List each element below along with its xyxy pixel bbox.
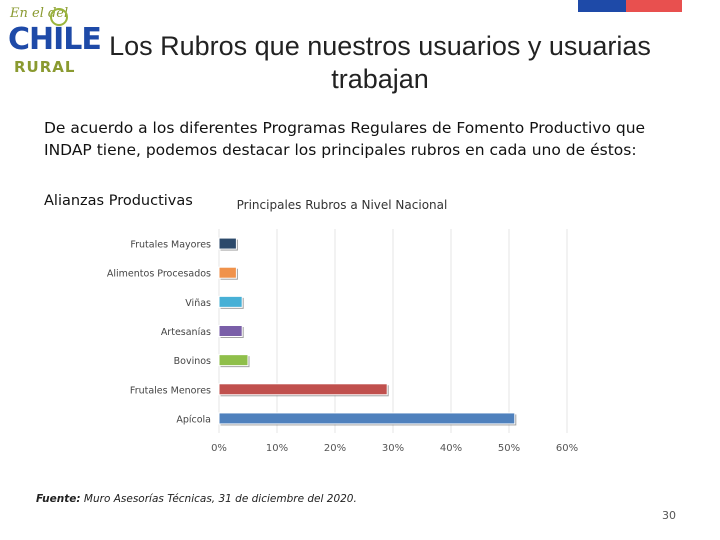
footnote-label: Fuente:: [36, 493, 81, 505]
source-footnote: Fuente: Muro Asesorías Técnicas, 31 de d…: [36, 493, 357, 505]
x-tick-label: 0%: [211, 443, 227, 454]
x-tick-label: 60%: [556, 443, 578, 454]
category-label: Frutales Mayores: [130, 240, 211, 251]
x-tick-label: 20%: [324, 443, 346, 454]
logo-heart-icon: [50, 8, 68, 26]
flag-red-stripe: [626, 0, 682, 12]
flag-blue-stripe: [578, 0, 626, 12]
x-tick-label: 10%: [266, 443, 288, 454]
chile-rural-logo: En el del CHILE RURAL: [6, 4, 102, 82]
logo-chile-text: CHILE: [8, 22, 102, 57]
footnote-text: Muro Asesorías Técnicas, 31 de diciembre…: [80, 493, 357, 505]
x-tick-label: 50%: [498, 443, 520, 454]
category-label: Bovinos: [174, 356, 211, 367]
bar-viñas: [218, 295, 243, 308]
logo-rural-text: RURAL: [14, 58, 76, 76]
intro-paragraph: De acuerdo a los diferentes Programas Re…: [44, 119, 646, 159]
category-label: Frutales Menores: [130, 385, 211, 396]
category-label: Alimentos Procesados: [107, 269, 211, 280]
section-label: Alianzas Productivas: [44, 193, 193, 209]
bar-alimentos-procesados: [218, 266, 237, 279]
category-label: Apícola: [176, 414, 211, 425]
bar-apícola: [218, 412, 516, 425]
flag-bar: [578, 0, 682, 12]
chart-title: Principales Rubros a Nivel Nacional: [237, 198, 448, 212]
category-label: Artesanías: [161, 327, 211, 338]
x-tick-label: 30%: [382, 443, 404, 454]
bar-bovinos: [218, 354, 249, 367]
page-title: Los Rubros que nuestros usuarios y usuar…: [109, 31, 651, 94]
category-label: Viñas: [185, 298, 211, 309]
bar-frutales-menores: [218, 383, 388, 396]
x-tick-label: 40%: [440, 443, 462, 454]
bar-frutales-mayores: [218, 237, 237, 250]
page-number: 30: [662, 509, 676, 522]
bar-artesanías: [218, 325, 243, 337]
